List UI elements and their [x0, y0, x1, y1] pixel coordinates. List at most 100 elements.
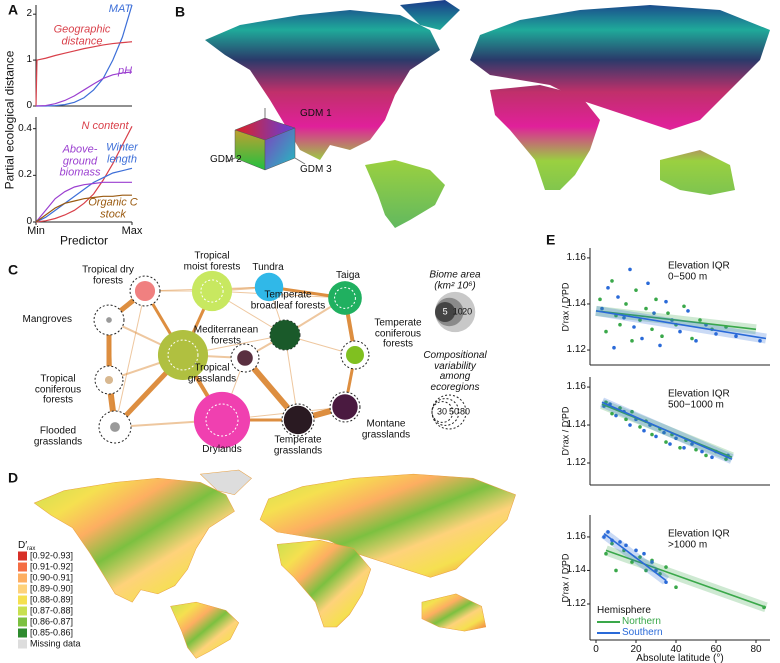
node [104, 375, 114, 385]
cube-axis-label: GDM 1 [300, 107, 332, 119]
panel-label: C [8, 261, 19, 278]
point [650, 432, 654, 437]
node [332, 394, 358, 420]
y-tick-label: 1 [26, 53, 32, 65]
node [193, 391, 251, 449]
annotation: Elevation IQR 500−1000 m [668, 388, 730, 410]
y-tick-label: 1.12 [566, 343, 586, 355]
legend-title-sub: rax [27, 545, 36, 552]
node-label: Mangroves [22, 313, 72, 325]
point [642, 551, 646, 556]
node-label: Tropical dry forests [82, 264, 134, 286]
y-tick-label: 1.14 [566, 564, 586, 576]
map-d [33, 469, 516, 659]
y-tick-label: 1.14 [566, 418, 586, 430]
legend-label: 30 [436, 406, 448, 417]
point [630, 409, 634, 414]
point [642, 428, 646, 433]
node [157, 329, 209, 381]
point [606, 286, 610, 290]
point [628, 267, 632, 272]
fit-line [595, 310, 767, 340]
point [638, 555, 642, 559]
point [618, 322, 622, 327]
x-tick-label: Max [121, 225, 143, 238]
point [664, 299, 668, 304]
legend-label: 50 [448, 406, 460, 417]
point [682, 445, 686, 450]
cube-axis-label: GDM 3 [300, 163, 332, 175]
x-tick-label: 20 [630, 643, 642, 655]
point [598, 297, 602, 302]
point [602, 535, 606, 539]
legend-label: [0.92-0.93] [30, 550, 74, 561]
edge [114, 290, 146, 428]
series-label: Geographic distance [53, 23, 111, 47]
node-variability [200, 279, 224, 303]
line [35, 126, 133, 223]
fit-line [595, 310, 757, 331]
legend-label: [0.86-0.87] [30, 616, 74, 627]
point [628, 423, 632, 427]
y-tick-label: 1.12 [566, 456, 586, 468]
node [110, 422, 120, 432]
legend-swatch [18, 573, 27, 583]
point [658, 343, 662, 348]
legend-label: [0.85-0.86] [30, 627, 74, 638]
network [93, 270, 476, 449]
legend-swatch [18, 551, 27, 561]
point [638, 318, 642, 322]
legend-swatch [18, 584, 27, 594]
point [610, 279, 614, 283]
point [606, 530, 610, 534]
node-label: Tundra [252, 261, 284, 273]
series-label: pH [117, 65, 133, 78]
series-label: Above- ground biomass [59, 143, 101, 179]
node [270, 320, 300, 350]
point [710, 455, 714, 460]
point [614, 413, 618, 418]
point [622, 315, 626, 320]
legend-swatch [18, 606, 27, 616]
legend-swatch [18, 595, 27, 605]
legend-label: [0.88-0.89] [30, 594, 74, 605]
landmass [205, 10, 440, 160]
landmass [421, 593, 487, 632]
point [666, 311, 670, 315]
point [650, 327, 654, 332]
panel-label: A [8, 1, 19, 18]
point [644, 306, 648, 311]
legend-label: 20 [462, 306, 473, 317]
point [694, 447, 698, 452]
point [654, 297, 658, 302]
point [724, 457, 728, 461]
point [686, 309, 690, 313]
point [700, 449, 704, 454]
legend-circle [435, 301, 456, 323]
point [630, 339, 634, 343]
point [734, 334, 738, 339]
fit-line [601, 401, 733, 460]
panel-label: B [175, 3, 186, 20]
landmass [490, 85, 600, 190]
y-axis-label: Partial ecological distance [2, 50, 17, 190]
legend-label: 5 [442, 306, 448, 317]
point [674, 585, 678, 590]
point [632, 325, 636, 329]
node-label: Taiga [336, 269, 360, 281]
point [650, 560, 654, 564]
color-cube [225, 108, 306, 171]
point [618, 540, 622, 544]
series-label: MAT [108, 3, 132, 16]
y-tick-label: 0.4 [18, 122, 32, 134]
node [346, 346, 364, 364]
line [35, 167, 133, 223]
x-tick-label: 40 [670, 643, 682, 655]
point [624, 417, 628, 422]
point [662, 430, 666, 435]
x-tick-label: 60 [710, 643, 722, 655]
y-tick-label: 0 [26, 99, 32, 111]
node [328, 281, 362, 315]
y-tick-label: 1.16 [566, 530, 586, 542]
